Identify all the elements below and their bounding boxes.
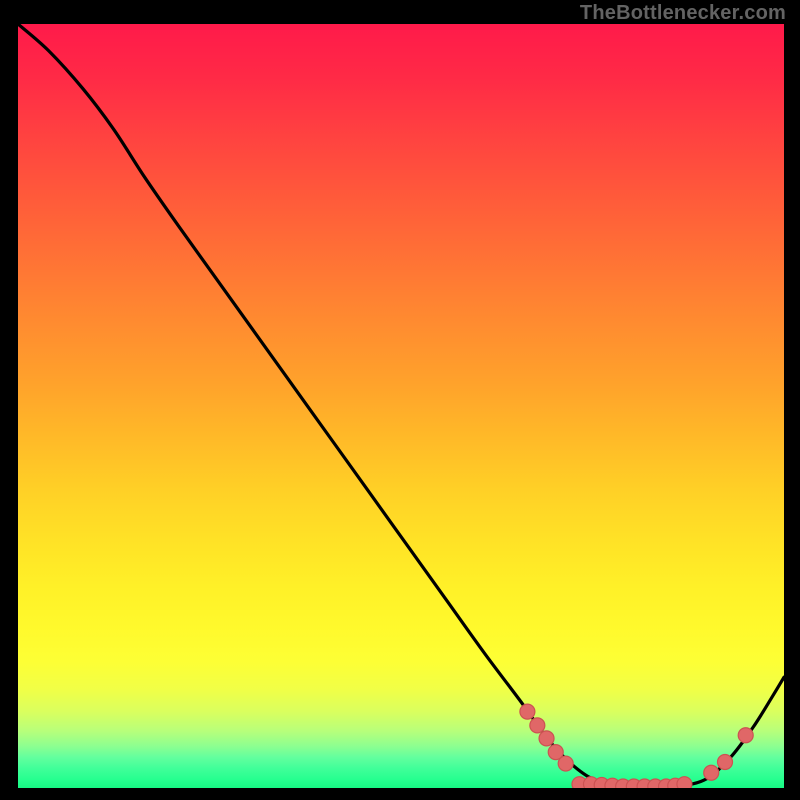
chart-curve [18,24,784,787]
chart-marker [677,777,692,788]
chart-marker [738,728,753,743]
chart-markers [520,704,753,788]
chart-overlay [18,24,784,788]
chart-marker [539,731,554,746]
chart-marker [704,765,719,780]
chart-marker [718,755,733,770]
chart-plot-area [18,24,784,788]
watermark-text: TheBottlenecker.com [580,2,786,25]
chart-marker [530,718,545,733]
chart-marker [520,704,535,719]
chart-marker [558,756,573,771]
bottleneck-chart [18,24,784,788]
